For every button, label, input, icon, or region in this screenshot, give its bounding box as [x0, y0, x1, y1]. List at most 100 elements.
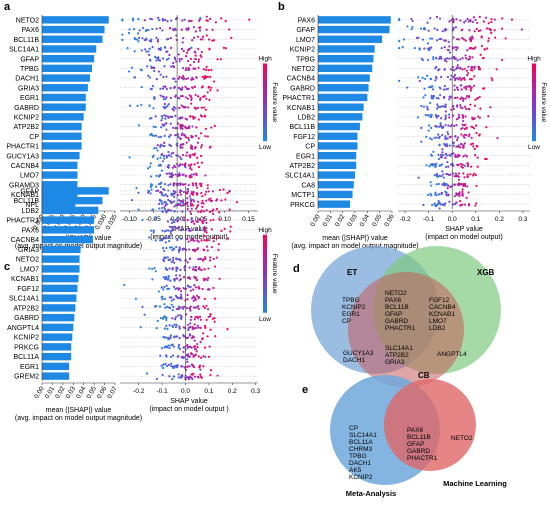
shap-point: [167, 337, 170, 341]
shap-point: [432, 56, 435, 59]
shap-point: [476, 156, 479, 159]
shap-point: [218, 211, 221, 214]
shap-point: [200, 55, 203, 58]
shap-point: [460, 143, 463, 146]
shap-point: [197, 165, 201, 169]
shap-point: [189, 63, 192, 67]
shap-point: [188, 307, 191, 310]
shap-point: [473, 127, 476, 130]
shap-point: [161, 194, 164, 197]
shap-point: [203, 297, 206, 301]
shap-point: [453, 195, 456, 198]
feature-label: TPBG: [296, 56, 315, 63]
shap-point: [425, 105, 429, 108]
shap-point: [190, 46, 193, 49]
shap-point: [190, 218, 193, 221]
shap-point: [174, 58, 177, 61]
shap-point: [174, 114, 177, 117]
gene-label: FGF12: [429, 297, 450, 304]
shap-point: [212, 39, 216, 42]
bar-kcnip2: [42, 113, 84, 121]
shap-point: [446, 186, 449, 190]
shap-point: [175, 269, 178, 272]
shap-point: [475, 131, 478, 135]
shap-point: [188, 126, 191, 129]
shap-point: [182, 49, 185, 53]
shap-point: [178, 337, 181, 340]
shap-point: [438, 57, 441, 60]
shap-point: [141, 37, 144, 40]
shap-point: [167, 150, 170, 154]
shap-point: [461, 194, 464, 197]
shap-point: [214, 335, 217, 338]
shap-point: [172, 345, 175, 348]
shap-point: [204, 326, 207, 329]
shap-point: [463, 21, 466, 24]
shap-point: [209, 373, 212, 377]
gene-label: GABRD: [385, 318, 408, 325]
shap-point: [137, 32, 140, 35]
shap-point: [469, 46, 472, 50]
shap-point: [195, 172, 198, 175]
venn-circle-cb: [348, 272, 464, 388]
shap-point: [190, 144, 193, 147]
bar-dach1: [42, 74, 90, 82]
shap-point: [417, 76, 420, 79]
shap-point: [155, 27, 158, 30]
shap-point: [165, 87, 168, 91]
shap-point: [185, 354, 188, 357]
shap-point: [206, 75, 210, 78]
venn-d-xgb-cb-region: ANGPTL4: [437, 351, 467, 358]
shap-point: [174, 80, 177, 83]
shap-point: [192, 336, 196, 339]
shap-point: [463, 136, 466, 139]
shap-point: [153, 266, 156, 270]
shap-point: [165, 229, 168, 232]
shap-point: [463, 142, 466, 145]
shap-point: [190, 173, 193, 176]
shap-point: [211, 317, 215, 320]
shap-point: [179, 144, 182, 147]
shap-point: [162, 246, 165, 250]
shap-point: [148, 104, 151, 107]
shap-point: [449, 173, 452, 176]
bar-cp: [318, 142, 358, 150]
shap-point: [192, 26, 196, 29]
shap-point: [510, 18, 514, 21]
shap-point: [166, 220, 170, 223]
shap-point: [456, 59, 459, 62]
shap-point: [158, 198, 161, 201]
shap-point: [201, 287, 204, 291]
shap-point: [153, 66, 156, 70]
shap-point: [127, 70, 131, 73]
shap-point: [452, 36, 455, 39]
shap-point: [415, 36, 419, 40]
shap-point: [205, 209, 208, 212]
shap-point: [444, 27, 447, 31]
shap-point: [469, 20, 472, 23]
shap-point: [206, 335, 209, 338]
shap-point: [185, 87, 189, 90]
shap-point: [165, 50, 168, 53]
shap-point: [485, 47, 489, 50]
shap-point: [461, 116, 465, 119]
shap-point: [463, 127, 466, 131]
shap-point: [452, 142, 455, 145]
shap-point: [180, 28, 183, 31]
shap-point: [154, 239, 157, 242]
shap-point: [491, 79, 494, 82]
shap-point: [196, 239, 199, 242]
shap-point: [199, 38, 202, 41]
shap-point: [170, 362, 173, 365]
colorbar-high-label: High: [258, 227, 272, 234]
shap-point: [166, 345, 169, 348]
shap-point: [219, 58, 222, 61]
shap-point: [433, 27, 436, 30]
shap-point: [455, 145, 458, 148]
shap-point: [187, 183, 190, 187]
shap-point: [188, 355, 191, 359]
shap-point: [477, 68, 480, 71]
shap-point: [194, 54, 197, 57]
shap-point: [435, 183, 438, 186]
